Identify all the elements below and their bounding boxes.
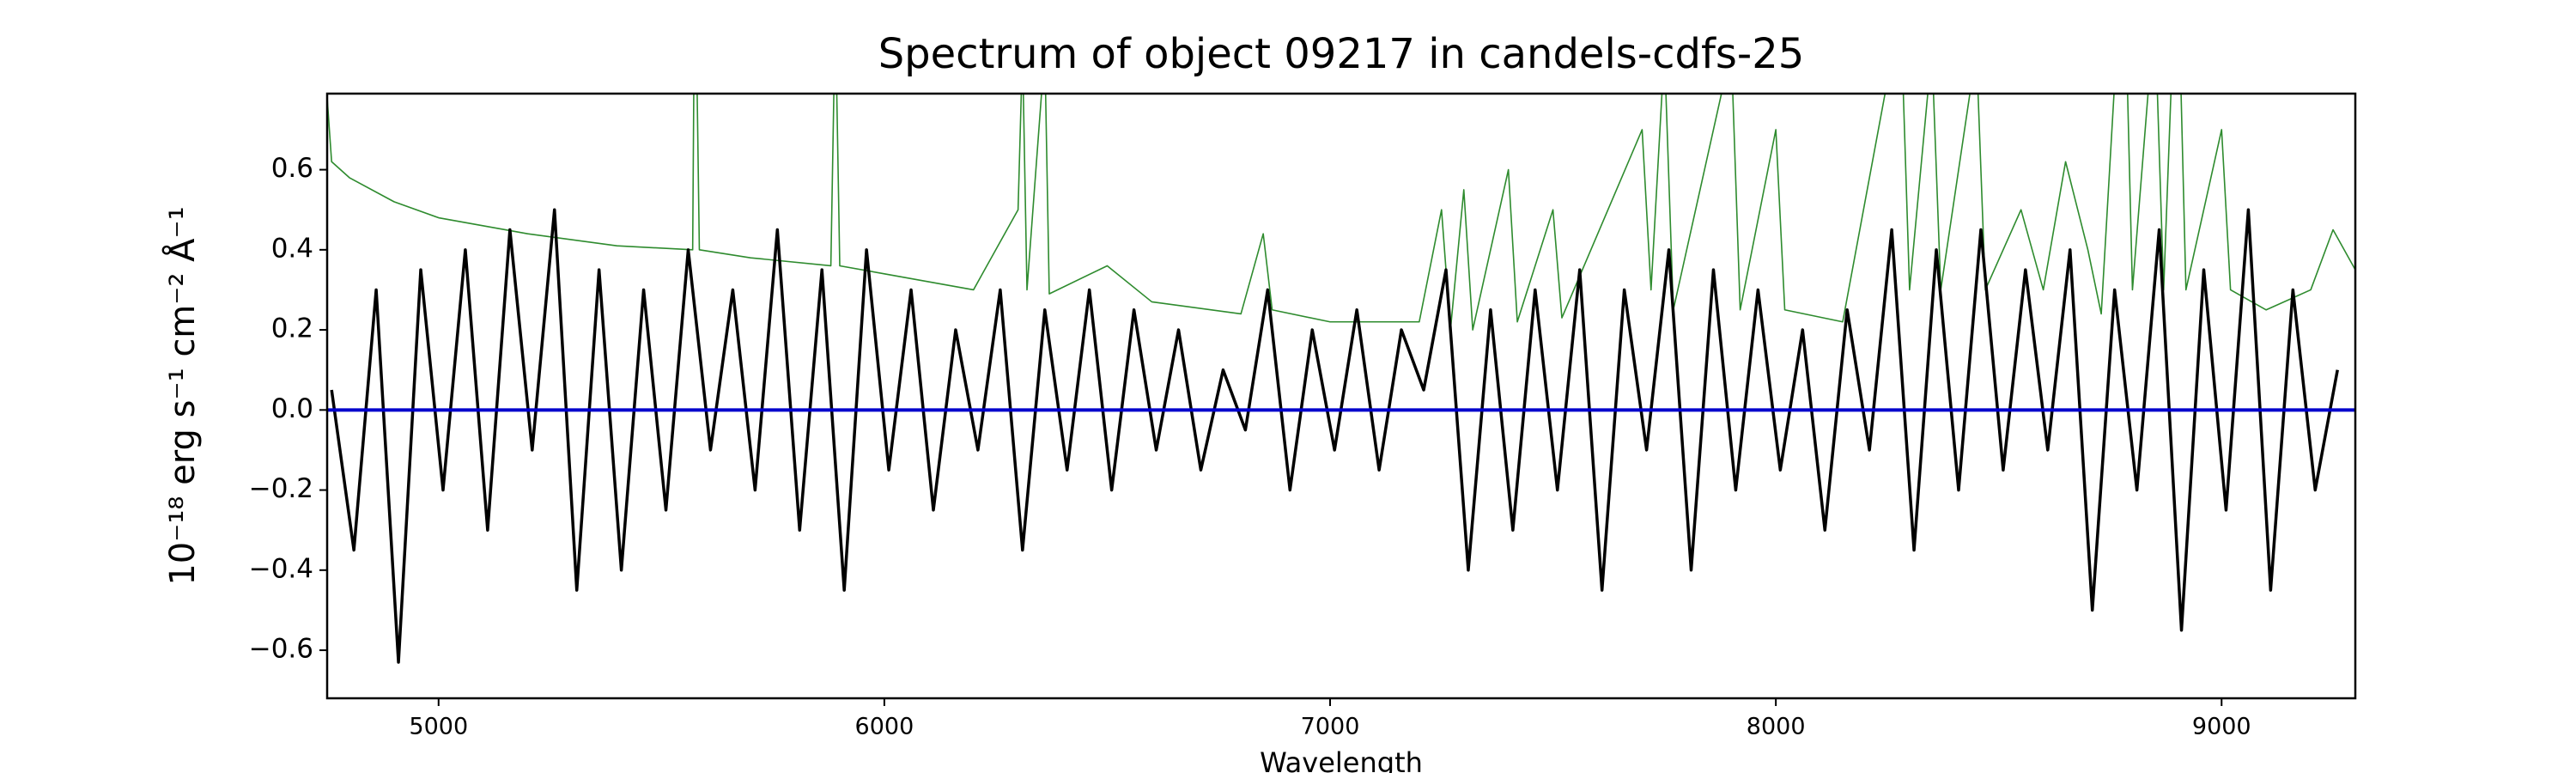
x-tick-label: 6000 [855,714,914,740]
y-tick-label: 0.2 [271,313,313,344]
series-line [327,94,2355,331]
x-axis-label: Wavelength [1260,746,1423,773]
y-axis-label: 10⁻¹⁸ erg s⁻¹ cm⁻² Å⁻¹ [161,206,203,585]
y-tick-label: −0.2 [249,473,313,504]
y-tick-label: −0.6 [249,634,313,665]
y-tick-label: 0.0 [271,393,313,424]
y-tick-label: 0.4 [271,233,313,264]
x-tick-label: 9000 [2192,714,2251,740]
y-tick-label: −0.4 [249,553,313,584]
chart-title: Spectrum of object 09217 in candels-cdfs… [878,30,1805,78]
x-tick-label: 8000 [1747,714,1806,740]
series-line [330,208,2339,664]
y-tick-label: 0.6 [271,153,313,184]
x-tick-label: 7000 [1301,714,1360,740]
plot-frame [325,92,2357,700]
x-tick-label: 5000 [409,714,468,740]
plot-area [327,94,2355,664]
